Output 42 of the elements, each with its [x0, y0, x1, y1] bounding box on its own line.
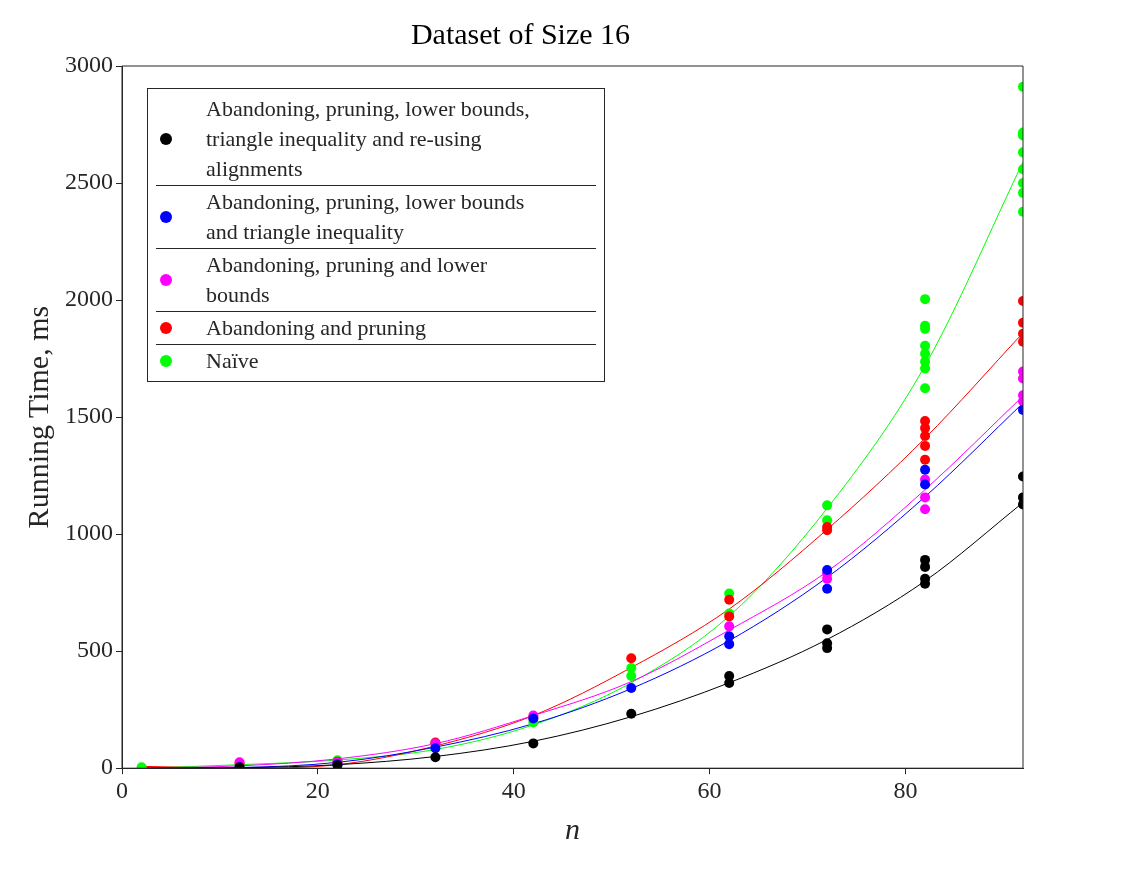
- y-tick-label: 2000: [65, 285, 113, 312]
- point: [724, 594, 735, 605]
- y-axis-title: Running Time, ms: [20, 305, 54, 529]
- point: [430, 743, 441, 754]
- point: [822, 624, 833, 635]
- point: [920, 294, 931, 305]
- x-tick-label: 40: [501, 776, 526, 803]
- point: [920, 464, 931, 475]
- legend-label: Abandoning, pruning, lower bounds and triangle inequality: [206, 188, 526, 246]
- point: [430, 752, 441, 763]
- point: [920, 383, 931, 394]
- point: [920, 454, 931, 465]
- y-tick-label: 3000: [65, 51, 113, 78]
- point: [724, 621, 735, 632]
- legend-label: Abandoning and pruning: [206, 314, 427, 342]
- y-tick-label: 0: [101, 753, 113, 780]
- point: [920, 479, 931, 490]
- legend-label: Naïve: [206, 347, 260, 375]
- chart-title: Dataset of Size 16: [410, 16, 631, 50]
- y-tick-label: 2500: [65, 168, 113, 195]
- point: [920, 440, 931, 451]
- x-tick-label: 80: [893, 776, 918, 803]
- y-tick-label: 1000: [65, 519, 113, 546]
- y-tick-label: 500: [77, 636, 113, 663]
- point: [626, 708, 637, 719]
- point: [822, 564, 833, 575]
- point: [920, 492, 931, 503]
- point: [822, 500, 833, 511]
- point: [626, 653, 637, 664]
- point: [528, 738, 539, 749]
- point: [724, 678, 735, 688]
- point: [626, 682, 637, 693]
- point: [822, 583, 833, 594]
- point: [724, 639, 735, 650]
- point: [920, 504, 931, 515]
- legend-label: Abandoning, pruning and lower bounds: [206, 251, 489, 309]
- point: [920, 431, 931, 442]
- x-tick-label: 20: [305, 776, 330, 803]
- x-tick-label: 60: [697, 776, 722, 803]
- y-tick-label: 1500: [65, 402, 113, 429]
- x-axis-title: n: [565, 811, 580, 845]
- legend-label: Abandoning, pruning, lower bounds, triangle inequality and re-using alignments: [206, 95, 531, 183]
